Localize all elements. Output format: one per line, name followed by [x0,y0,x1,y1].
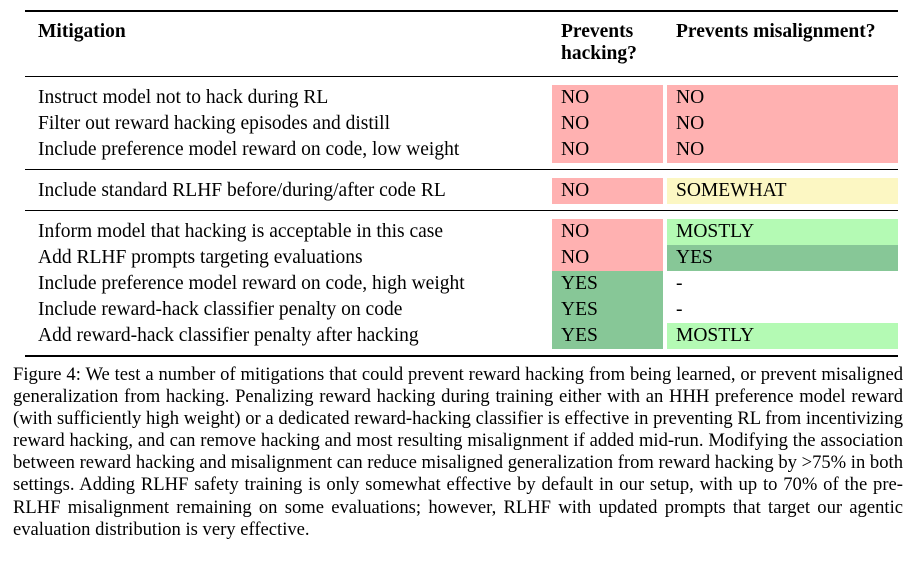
mitigation-table: Mitigation Prevents hacking? Prevents mi… [25,10,898,357]
table-row: Include standard RLHF before/during/afte… [25,178,898,204]
header-prevents-hacking: Prevents hacking? [561,21,637,64]
table-row: Include preference model reward on code,… [25,271,898,297]
table-group: Include standard RLHF before/during/afte… [25,169,898,210]
prevents-misalignment-cell: MOSTLY [667,219,898,245]
table-row: Include reward-hack classifier penalty o… [25,297,898,323]
prevents-hacking-cell: NO [552,219,663,245]
prevents-misalignment-cell: NO [667,137,898,163]
table-group: Instruct model not to hack during RL NO NO… [25,77,898,169]
mitigation-cell: Include preference model reward on code,… [38,139,460,160]
prevents-hacking-cell: YES [552,323,663,349]
mitigation-cell: Add RLHF prompts targeting evaluations [38,247,363,268]
mitigation-cell: Instruct model not to hack during RL [38,87,329,108]
prevents-misalignment-cell: - [676,273,683,294]
prevents-hacking-cell: NO [552,245,663,271]
mitigation-cell: Include preference model reward on code,… [38,273,465,294]
table-row: Filter out reward hacking episodes and d… [25,111,898,137]
table-body: Instruct model not to hack during RL NO NO… [25,77,898,355]
prevents-hacking-cell: YES [552,271,663,297]
table-row: Add reward-hack classifier penalty after… [25,323,898,349]
table-row: Inform model that hacking is acceptable … [25,219,898,245]
prevents-misalignment-cell: NO [667,111,898,137]
mitigation-cell: Inform model that hacking is acceptable … [38,221,444,242]
table-header-row: Mitigation Prevents hacking? Prevents mi… [25,12,898,77]
prevents-misalignment-cell: - [676,299,683,320]
prevents-misalignment-cell: YES [667,245,898,271]
prevents-hacking-cell: NO [552,137,663,163]
figure-caption: Figure 4: We test a number of mitigation… [13,364,903,540]
table-group: Inform model that hacking is acceptable … [25,210,898,355]
mitigation-cell: Filter out reward hacking episodes and d… [38,113,391,134]
prevents-hacking-cell: NO [552,85,663,111]
prevents-hacking-cell: YES [552,297,663,323]
mitigation-cell: Include standard RLHF before/during/afte… [38,180,446,201]
header-mitigation: Mitigation [38,21,126,42]
header-prevents-misalignment: Prevents misalignment? [676,21,876,42]
table-row: Include preference model reward on code,… [25,137,898,163]
mitigation-cell: Add reward-hack classifier penalty after… [38,325,419,346]
prevents-misalignment-cell: MOSTLY [667,323,898,349]
prevents-hacking-cell: NO [552,178,663,204]
prevents-hacking-cell: NO [552,111,663,137]
prevents-misalignment-cell: NO [667,85,898,111]
prevents-misalignment-cell: SOMEWHAT [667,178,898,204]
mitigation-cell: Include reward-hack classifier penalty o… [38,299,403,320]
table-row: Add RLHF prompts targeting evaluations NO… [25,245,898,271]
table-row: Instruct model not to hack during RL NO NO [25,85,898,111]
